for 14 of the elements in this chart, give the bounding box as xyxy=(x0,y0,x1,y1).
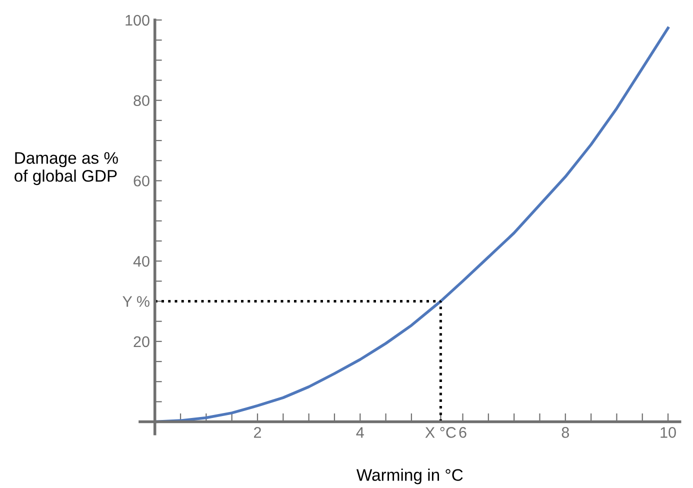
x-tick-label: X °C xyxy=(425,427,456,438)
x-tick-label: 2 xyxy=(254,427,261,438)
y-tick-label: 80 xyxy=(134,95,150,106)
x-tick-label: 6 xyxy=(459,427,466,438)
y-tick-label: 40 xyxy=(133,256,150,267)
x-tick-label: 4 xyxy=(356,427,364,438)
x-axis-title: Warming in °C xyxy=(356,468,463,484)
y-tick-label: 20 xyxy=(134,336,150,348)
x-tick-label: 10 xyxy=(660,427,676,438)
y-tick-label: 60 xyxy=(134,176,150,186)
y-axis-title: Damage as % of global GDP xyxy=(14,152,118,186)
y-tick-label: Y % xyxy=(122,296,150,307)
y-tick-label: 100 xyxy=(126,14,150,26)
x-tick-label: 8 xyxy=(562,427,569,438)
